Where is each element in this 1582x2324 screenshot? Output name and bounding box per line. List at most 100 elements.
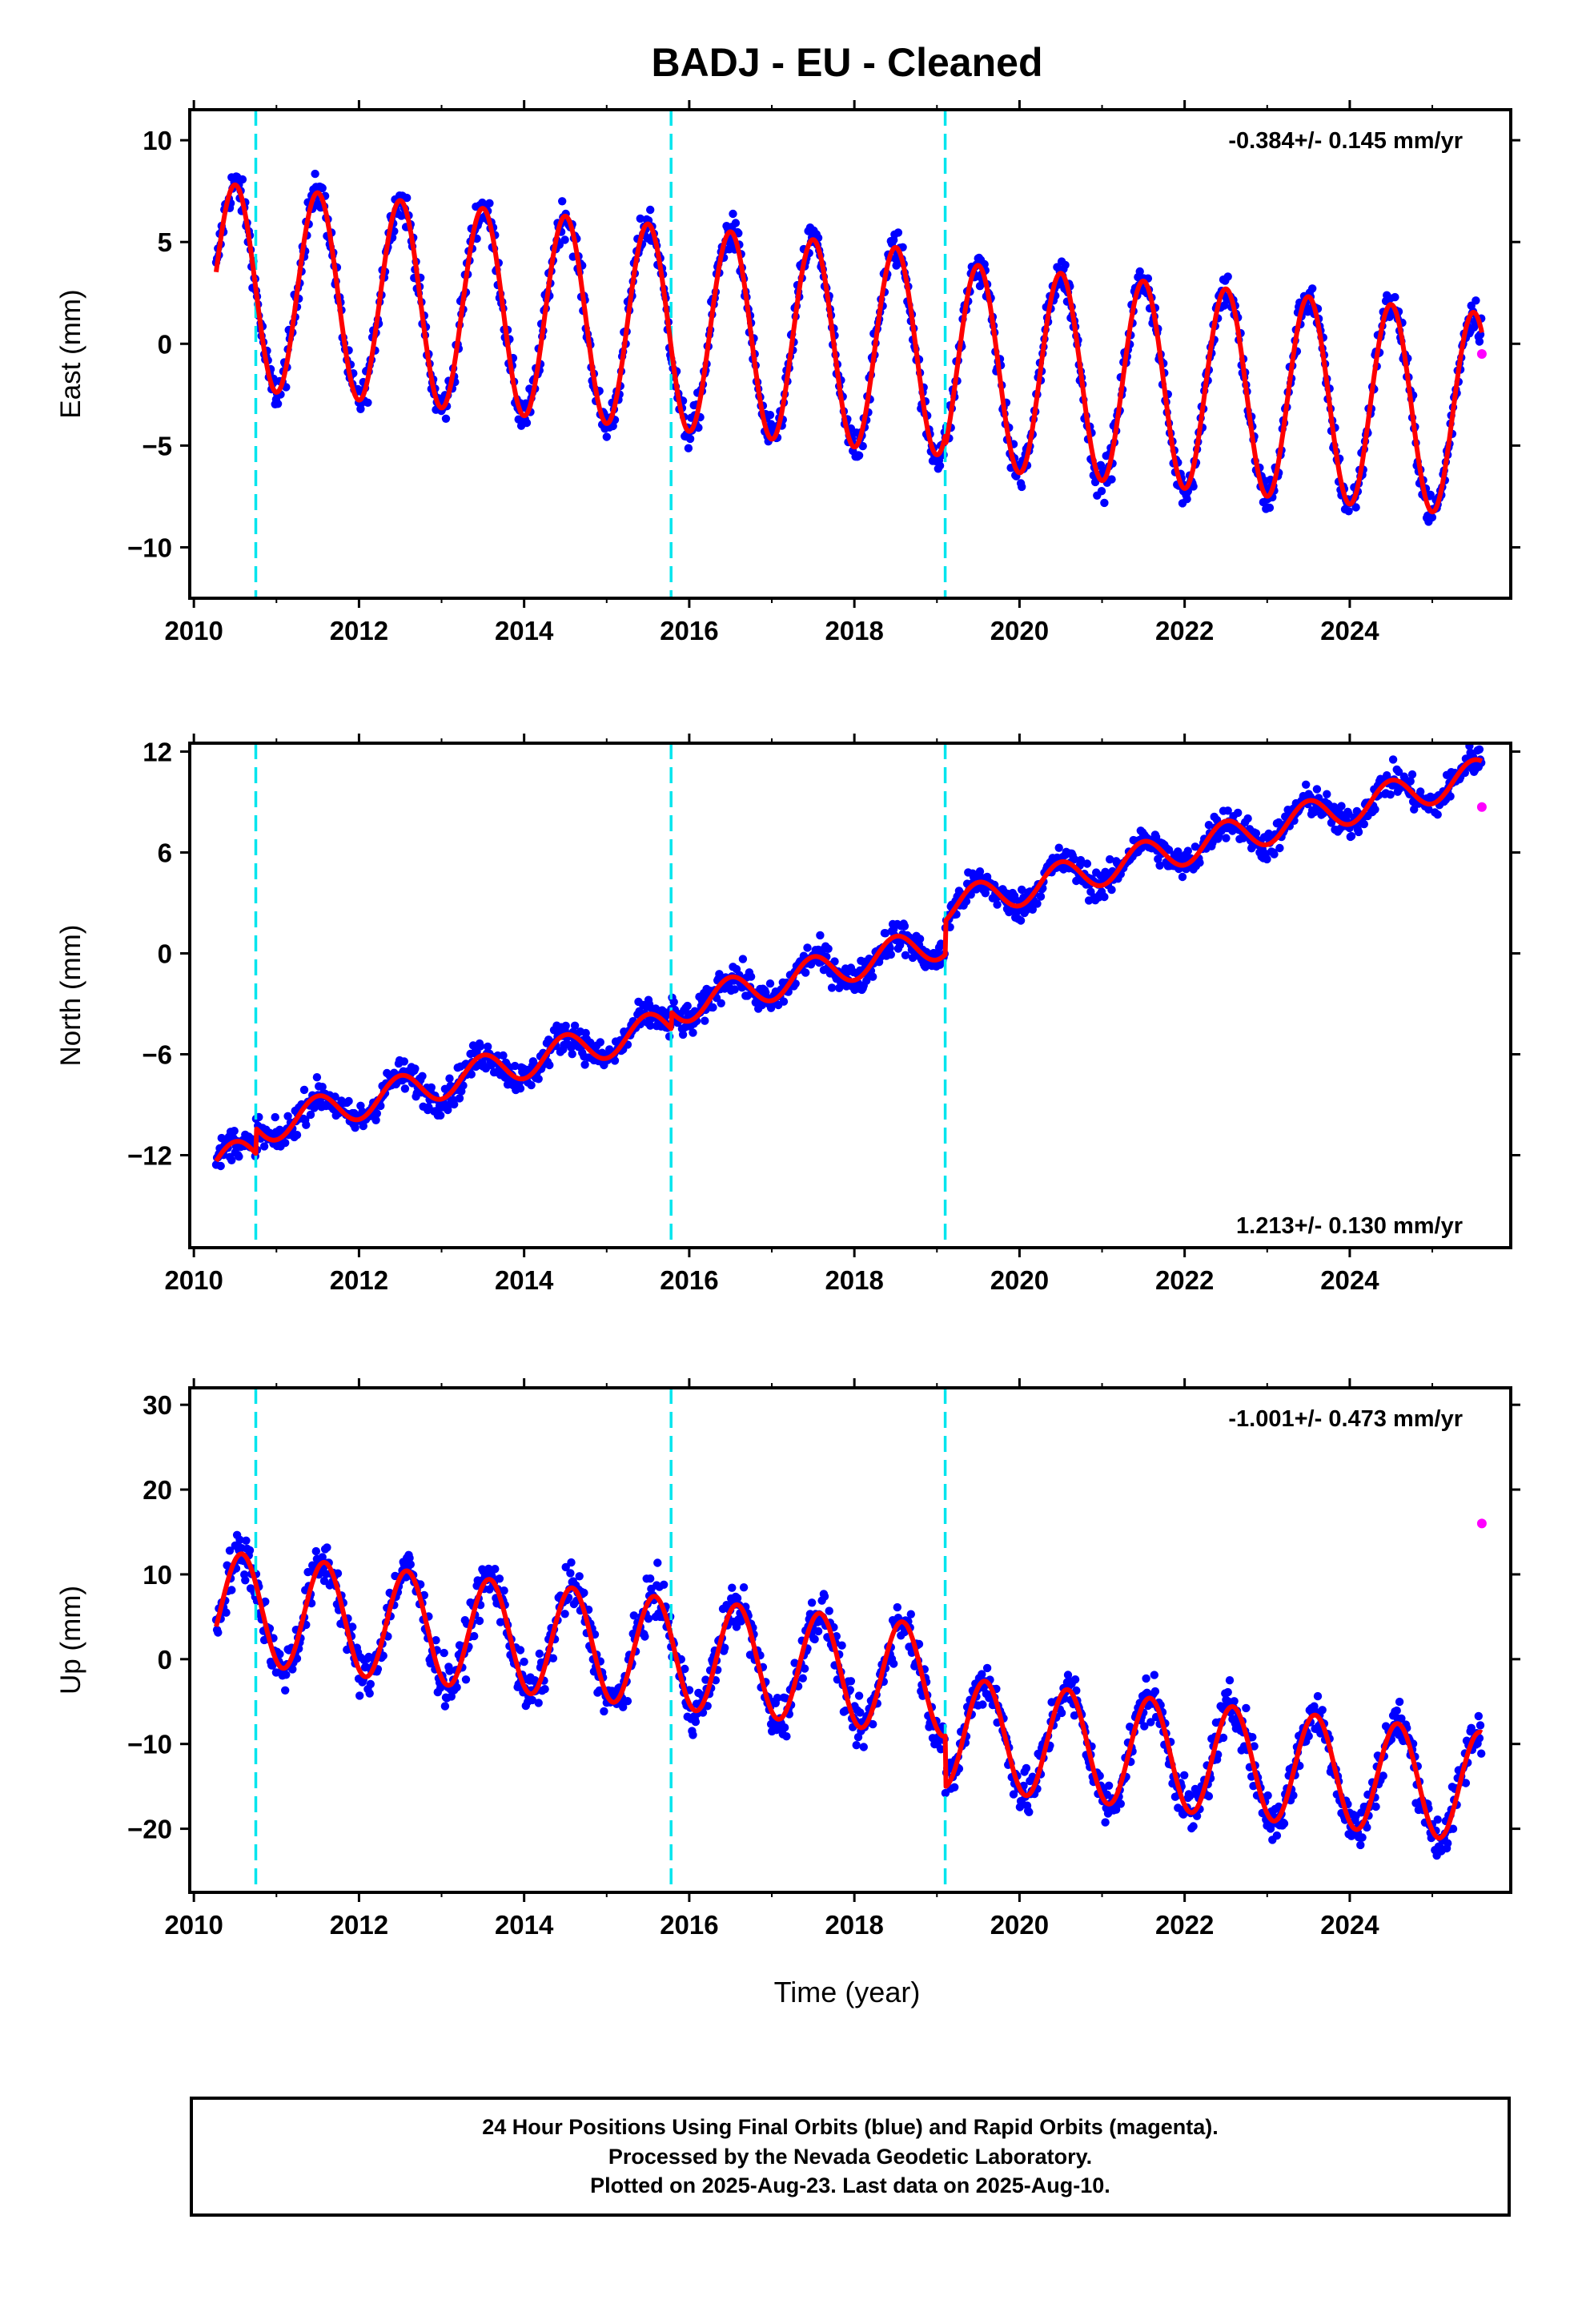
x-tick-label: 2014 xyxy=(495,1910,554,1940)
data-point xyxy=(1082,859,1092,868)
data-point xyxy=(575,1572,584,1581)
data-point xyxy=(1107,475,1116,484)
y-axis-label: Up (mm) xyxy=(55,1586,86,1695)
data-point xyxy=(1472,296,1480,305)
data-point xyxy=(418,1072,427,1081)
data-point xyxy=(1204,821,1214,830)
data-point xyxy=(1222,834,1231,842)
data-point xyxy=(1010,891,1019,900)
data-point xyxy=(791,979,800,988)
y-tick-label: −20 xyxy=(127,1815,172,1844)
data-point xyxy=(1189,1822,1198,1831)
data-point xyxy=(235,1152,243,1161)
x-tick-label: 2012 xyxy=(330,616,388,645)
data-point xyxy=(1061,260,1070,270)
panels: 2010 2012 2014 2016 2018 2020 2022 2024−10−5051… xyxy=(55,100,1520,1940)
x-tick-label: 2020 xyxy=(990,1265,1049,1295)
final-orbit-points xyxy=(211,743,1486,1171)
data-point xyxy=(1150,1671,1159,1679)
data-point xyxy=(1223,1687,1232,1697)
data-point xyxy=(803,943,812,952)
data-point xyxy=(1104,1781,1114,1790)
data-point xyxy=(893,228,903,237)
data-point xyxy=(738,955,748,963)
y-tick-label: 0 xyxy=(158,1645,172,1675)
data-point xyxy=(636,214,644,223)
data-point xyxy=(646,1574,655,1583)
data-point xyxy=(1391,292,1399,302)
data-point xyxy=(372,1109,381,1118)
data-point xyxy=(560,235,569,244)
plot-frame xyxy=(188,742,1512,1249)
data-point xyxy=(813,1626,823,1636)
data-point xyxy=(1386,790,1395,799)
data-point xyxy=(440,1702,450,1711)
y-tick-label: −12 xyxy=(127,1141,172,1171)
data-point xyxy=(568,1050,576,1059)
data-point xyxy=(259,1142,269,1151)
data-point xyxy=(427,1083,436,1092)
data-point xyxy=(684,444,693,452)
data-point xyxy=(935,461,945,470)
data-point xyxy=(837,1641,846,1650)
data-point xyxy=(1394,767,1403,776)
data-point xyxy=(491,1565,500,1574)
data-point xyxy=(311,1546,320,1556)
data-point xyxy=(379,1651,387,1660)
data-point xyxy=(1416,787,1425,796)
data-point xyxy=(1427,513,1437,522)
data-point xyxy=(651,1004,661,1013)
data-point xyxy=(906,1610,916,1618)
data-point xyxy=(1270,850,1279,858)
data-point xyxy=(447,1692,456,1701)
data-point xyxy=(312,1073,322,1082)
data-point xyxy=(540,1685,549,1694)
data-point xyxy=(1354,827,1363,837)
y-tick-label: 12 xyxy=(143,738,172,767)
x-tick-label: 2024 xyxy=(1320,616,1379,645)
data-point xyxy=(475,1616,484,1626)
data-point xyxy=(271,1112,279,1122)
data-point xyxy=(653,1558,662,1567)
data-point xyxy=(1070,854,1079,864)
data-point xyxy=(810,1634,819,1644)
data-point xyxy=(1033,899,1042,908)
data-point xyxy=(1351,503,1360,512)
data-point xyxy=(1263,854,1271,864)
data-point xyxy=(548,1654,558,1663)
data-point xyxy=(1476,1721,1485,1730)
x-tick-label: 2024 xyxy=(1320,1910,1379,1940)
data-point xyxy=(426,1659,435,1668)
data-point xyxy=(1424,805,1433,814)
data-point xyxy=(405,1554,414,1562)
data-point xyxy=(406,1560,415,1569)
data-point xyxy=(1182,495,1191,504)
data-point xyxy=(1018,885,1026,895)
data-point xyxy=(729,209,737,219)
data-point xyxy=(1183,846,1193,855)
data-point xyxy=(765,411,775,420)
data-point xyxy=(1164,846,1174,854)
data-point xyxy=(1180,1771,1189,1779)
data-point xyxy=(1446,792,1455,801)
data-point xyxy=(739,1583,749,1592)
data-point xyxy=(570,1021,580,1031)
data-point xyxy=(602,432,611,441)
y-tick-label: 6 xyxy=(158,838,172,868)
data-point xyxy=(351,1124,359,1132)
data-point xyxy=(261,1597,270,1606)
data-point xyxy=(1371,805,1379,814)
data-point xyxy=(678,1030,688,1039)
data-point xyxy=(1036,892,1046,901)
footer-caption: 24 Hour Positions Using Final Orbits (bl… xyxy=(190,2097,1511,2217)
rapid-orbit-point xyxy=(1476,349,1487,359)
data-point xyxy=(495,1574,504,1583)
data-point xyxy=(993,900,1002,909)
x-tick-label: 2022 xyxy=(1155,1265,1214,1295)
data-point xyxy=(310,1104,319,1112)
x-tick-label: 2020 xyxy=(990,616,1049,645)
data-point xyxy=(516,1084,525,1093)
data-point xyxy=(440,1648,448,1658)
x-tick-label: 2014 xyxy=(495,616,554,645)
data-point xyxy=(1395,1697,1404,1707)
